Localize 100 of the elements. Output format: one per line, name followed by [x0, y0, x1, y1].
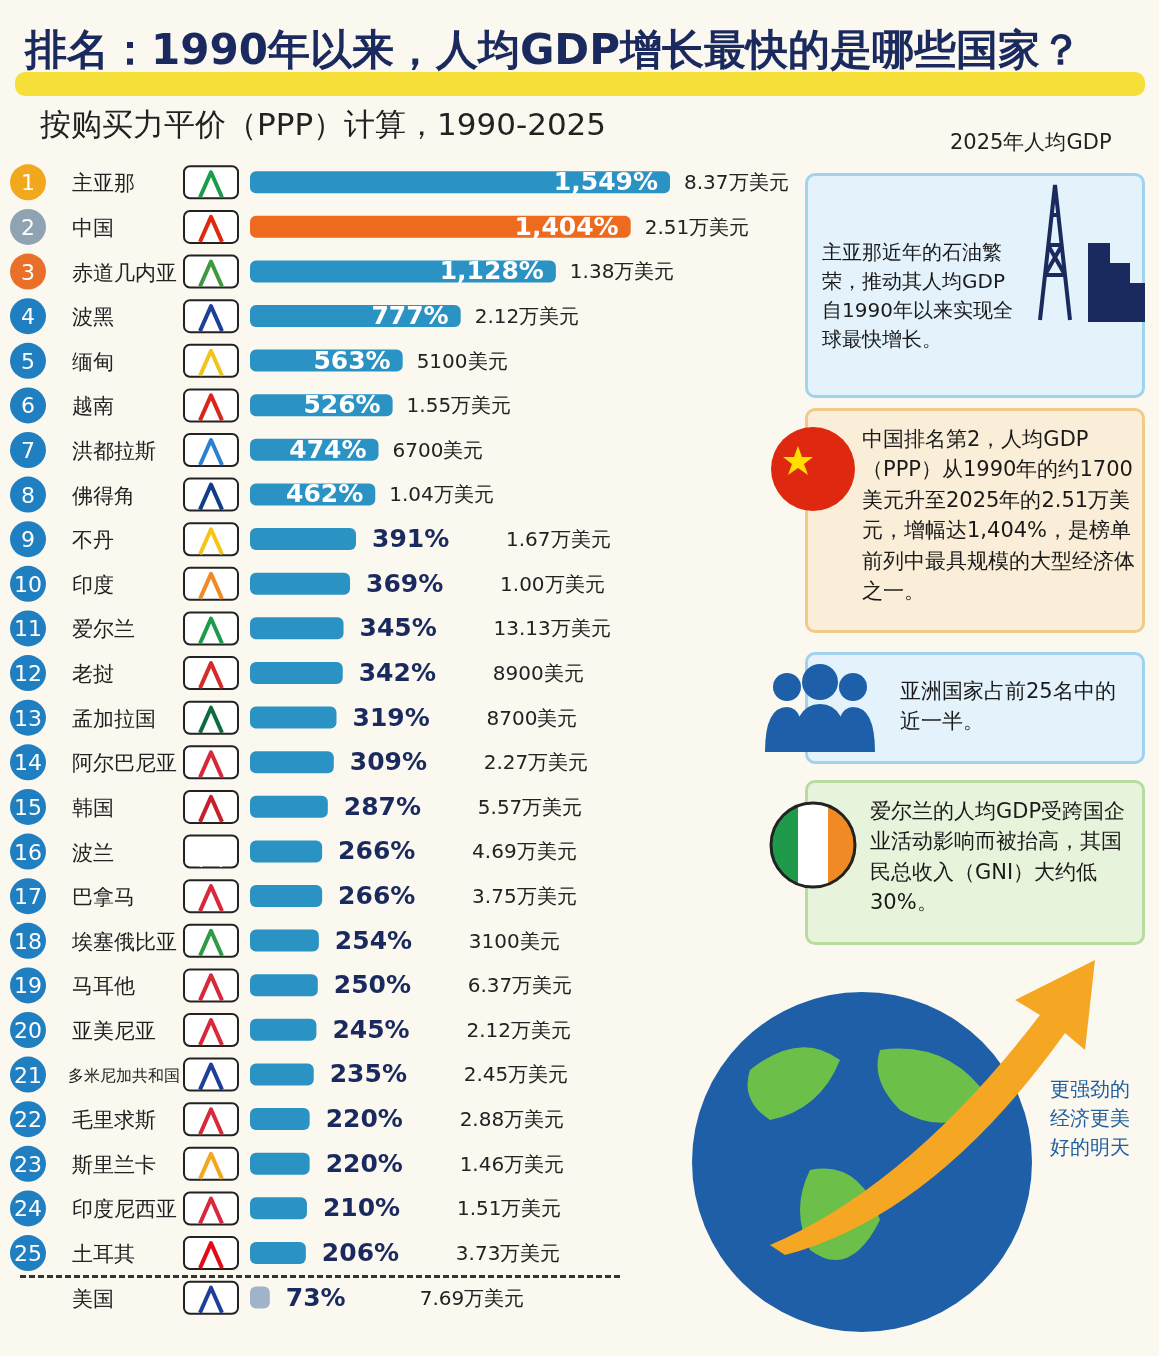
data-label: 369%	[366, 568, 444, 598]
y-tick-label: 洪都拉斯	[72, 439, 156, 463]
bar	[250, 751, 334, 774]
bar	[250, 661, 343, 684]
y-tick-label: 斯里兰卡	[72, 1152, 156, 1177]
bar	[250, 885, 323, 907]
annotation: 2.12万美元	[466, 1017, 571, 1042]
data-label: 250%	[333, 970, 412, 1000]
bar	[250, 528, 357, 551]
annotation: 1.00万美元	[500, 571, 605, 596]
text: 17	[14, 884, 42, 910]
annotation: 13.13万美元	[493, 616, 611, 641]
y-tick-label: 爱尔兰	[72, 617, 135, 642]
data-label: 345%	[359, 613, 437, 643]
annotation: 3.75万美元	[472, 884, 577, 908]
text: 亚洲国家占前25名中的近一半。	[900, 678, 1117, 736]
bar	[250, 840, 323, 863]
y-tick-label: 赤道几内亚	[72, 260, 177, 285]
bar	[250, 572, 351, 595]
text: 11	[14, 616, 42, 642]
data-label: 391%	[372, 524, 450, 554]
text: 20	[14, 1018, 42, 1043]
chart-title: 排名：1990年以来，人均GDP增长最快的是哪些国家？	[25, 24, 1083, 76]
text: 9	[21, 527, 35, 553]
text: 16	[14, 839, 42, 865]
bar	[250, 1197, 307, 1220]
text: 主亚那近年的石油繁荣，推动其人均GDP自1990年以来实现全球最快增长。	[822, 239, 1014, 353]
annotation: 2.51万美元	[644, 214, 750, 239]
y-tick-label: 中国	[72, 215, 114, 240]
data-label: 254%	[334, 925, 413, 955]
y-tick-label: 印度尼西亚	[72, 1197, 177, 1222]
data-label: 309%	[349, 747, 428, 777]
annotation: 1.04万美元	[389, 482, 494, 507]
text: 2025年人均GDP	[950, 129, 1112, 156]
annotation: 1.38万美元	[569, 259, 675, 284]
data-label: 287%	[343, 791, 422, 821]
annotation: 7.69万美元	[419, 1285, 525, 1310]
data-label: 220%	[325, 1148, 403, 1178]
annotation: 1.51万美元	[456, 1196, 562, 1221]
text: 19	[14, 973, 42, 999]
annotation: 5.57万美元	[477, 794, 583, 819]
bar	[250, 706, 337, 729]
text: 中国排名第2，人均GDP（PPP）从1990年的约1700美元升至2025年的2.51万美元，增幅达1,404%，是榜单前列中最具规模的大型经济体之一。	[862, 426, 1136, 606]
annotation: 1.46万美元	[459, 1151, 565, 1176]
y-tick-label: 不丹	[72, 528, 114, 553]
text: 6	[21, 393, 35, 419]
data-label: 266%	[338, 836, 416, 866]
data-label: 245%	[332, 1014, 410, 1044]
text: 更强劲的经济更美好的明天	[1050, 1076, 1131, 1161]
data-label: 206%	[321, 1237, 400, 1267]
bar	[250, 795, 328, 818]
text: 12	[14, 661, 42, 687]
data-label: 210%	[322, 1193, 401, 1223]
annotation: 6.37万美元	[467, 973, 573, 998]
annotation: 8700美元	[486, 705, 578, 730]
data-label: 1,128%	[439, 256, 544, 286]
bar	[250, 974, 318, 997]
y-tick-label: 孟加拉国	[72, 706, 156, 731]
annotation: 2.45万美元	[463, 1062, 569, 1087]
y-tick-label: 波兰	[72, 840, 114, 865]
text: 18	[14, 928, 42, 954]
text: 8.37万美元	[684, 170, 789, 195]
text: 23	[14, 1151, 42, 1177]
y-tick-label: 毛里求斯	[72, 1108, 156, 1133]
text: 2	[21, 214, 35, 240]
y-tick-label: 阿尔巴尼亚	[72, 751, 177, 776]
annotation: 8900美元	[492, 660, 584, 685]
y-tick-label: 主亚那	[72, 171, 135, 196]
data-label: 474%	[289, 434, 367, 464]
bar	[250, 929, 319, 952]
data-label: 220%	[325, 1104, 403, 1134]
data-label: 1,404%	[514, 211, 619, 241]
data-label: 563%	[313, 345, 391, 375]
bar	[250, 1108, 310, 1131]
bar	[250, 1152, 310, 1175]
y-tick-label: 马耳他	[72, 974, 135, 999]
data-label: 462%	[286, 479, 364, 509]
data-label: 235%	[329, 1059, 407, 1089]
data-label: 73%	[285, 1282, 346, 1312]
y-tick-label: 韩国	[72, 795, 114, 820]
text: 15	[14, 794, 42, 820]
data-label: 777%	[371, 301, 449, 330]
text: 24	[14, 1196, 42, 1222]
annotation: 5100美元	[416, 348, 508, 373]
annotation: 2.12万美元	[474, 304, 580, 328]
bar	[250, 1241, 306, 1264]
chart-subtitle: 按购买力平价（PPP）计算，1990-2025	[40, 105, 607, 144]
data-label: 1,549%	[553, 167, 658, 197]
text: 5	[21, 348, 35, 374]
text: 3	[21, 259, 35, 285]
annotation: 1.67万美元	[506, 527, 611, 552]
text: 21	[14, 1062, 42, 1088]
y-tick-label: 越南	[72, 394, 114, 419]
annotation: 3100美元	[468, 928, 560, 953]
y-tick-label: 波黑	[72, 305, 114, 330]
data-label: 266%	[338, 881, 416, 910]
y-tick-label: 美国	[72, 1286, 114, 1311]
text: 8	[21, 482, 35, 508]
y-tick-label: 老挝	[72, 662, 114, 687]
y-tick-label: 亚美尼亚	[72, 1019, 156, 1043]
